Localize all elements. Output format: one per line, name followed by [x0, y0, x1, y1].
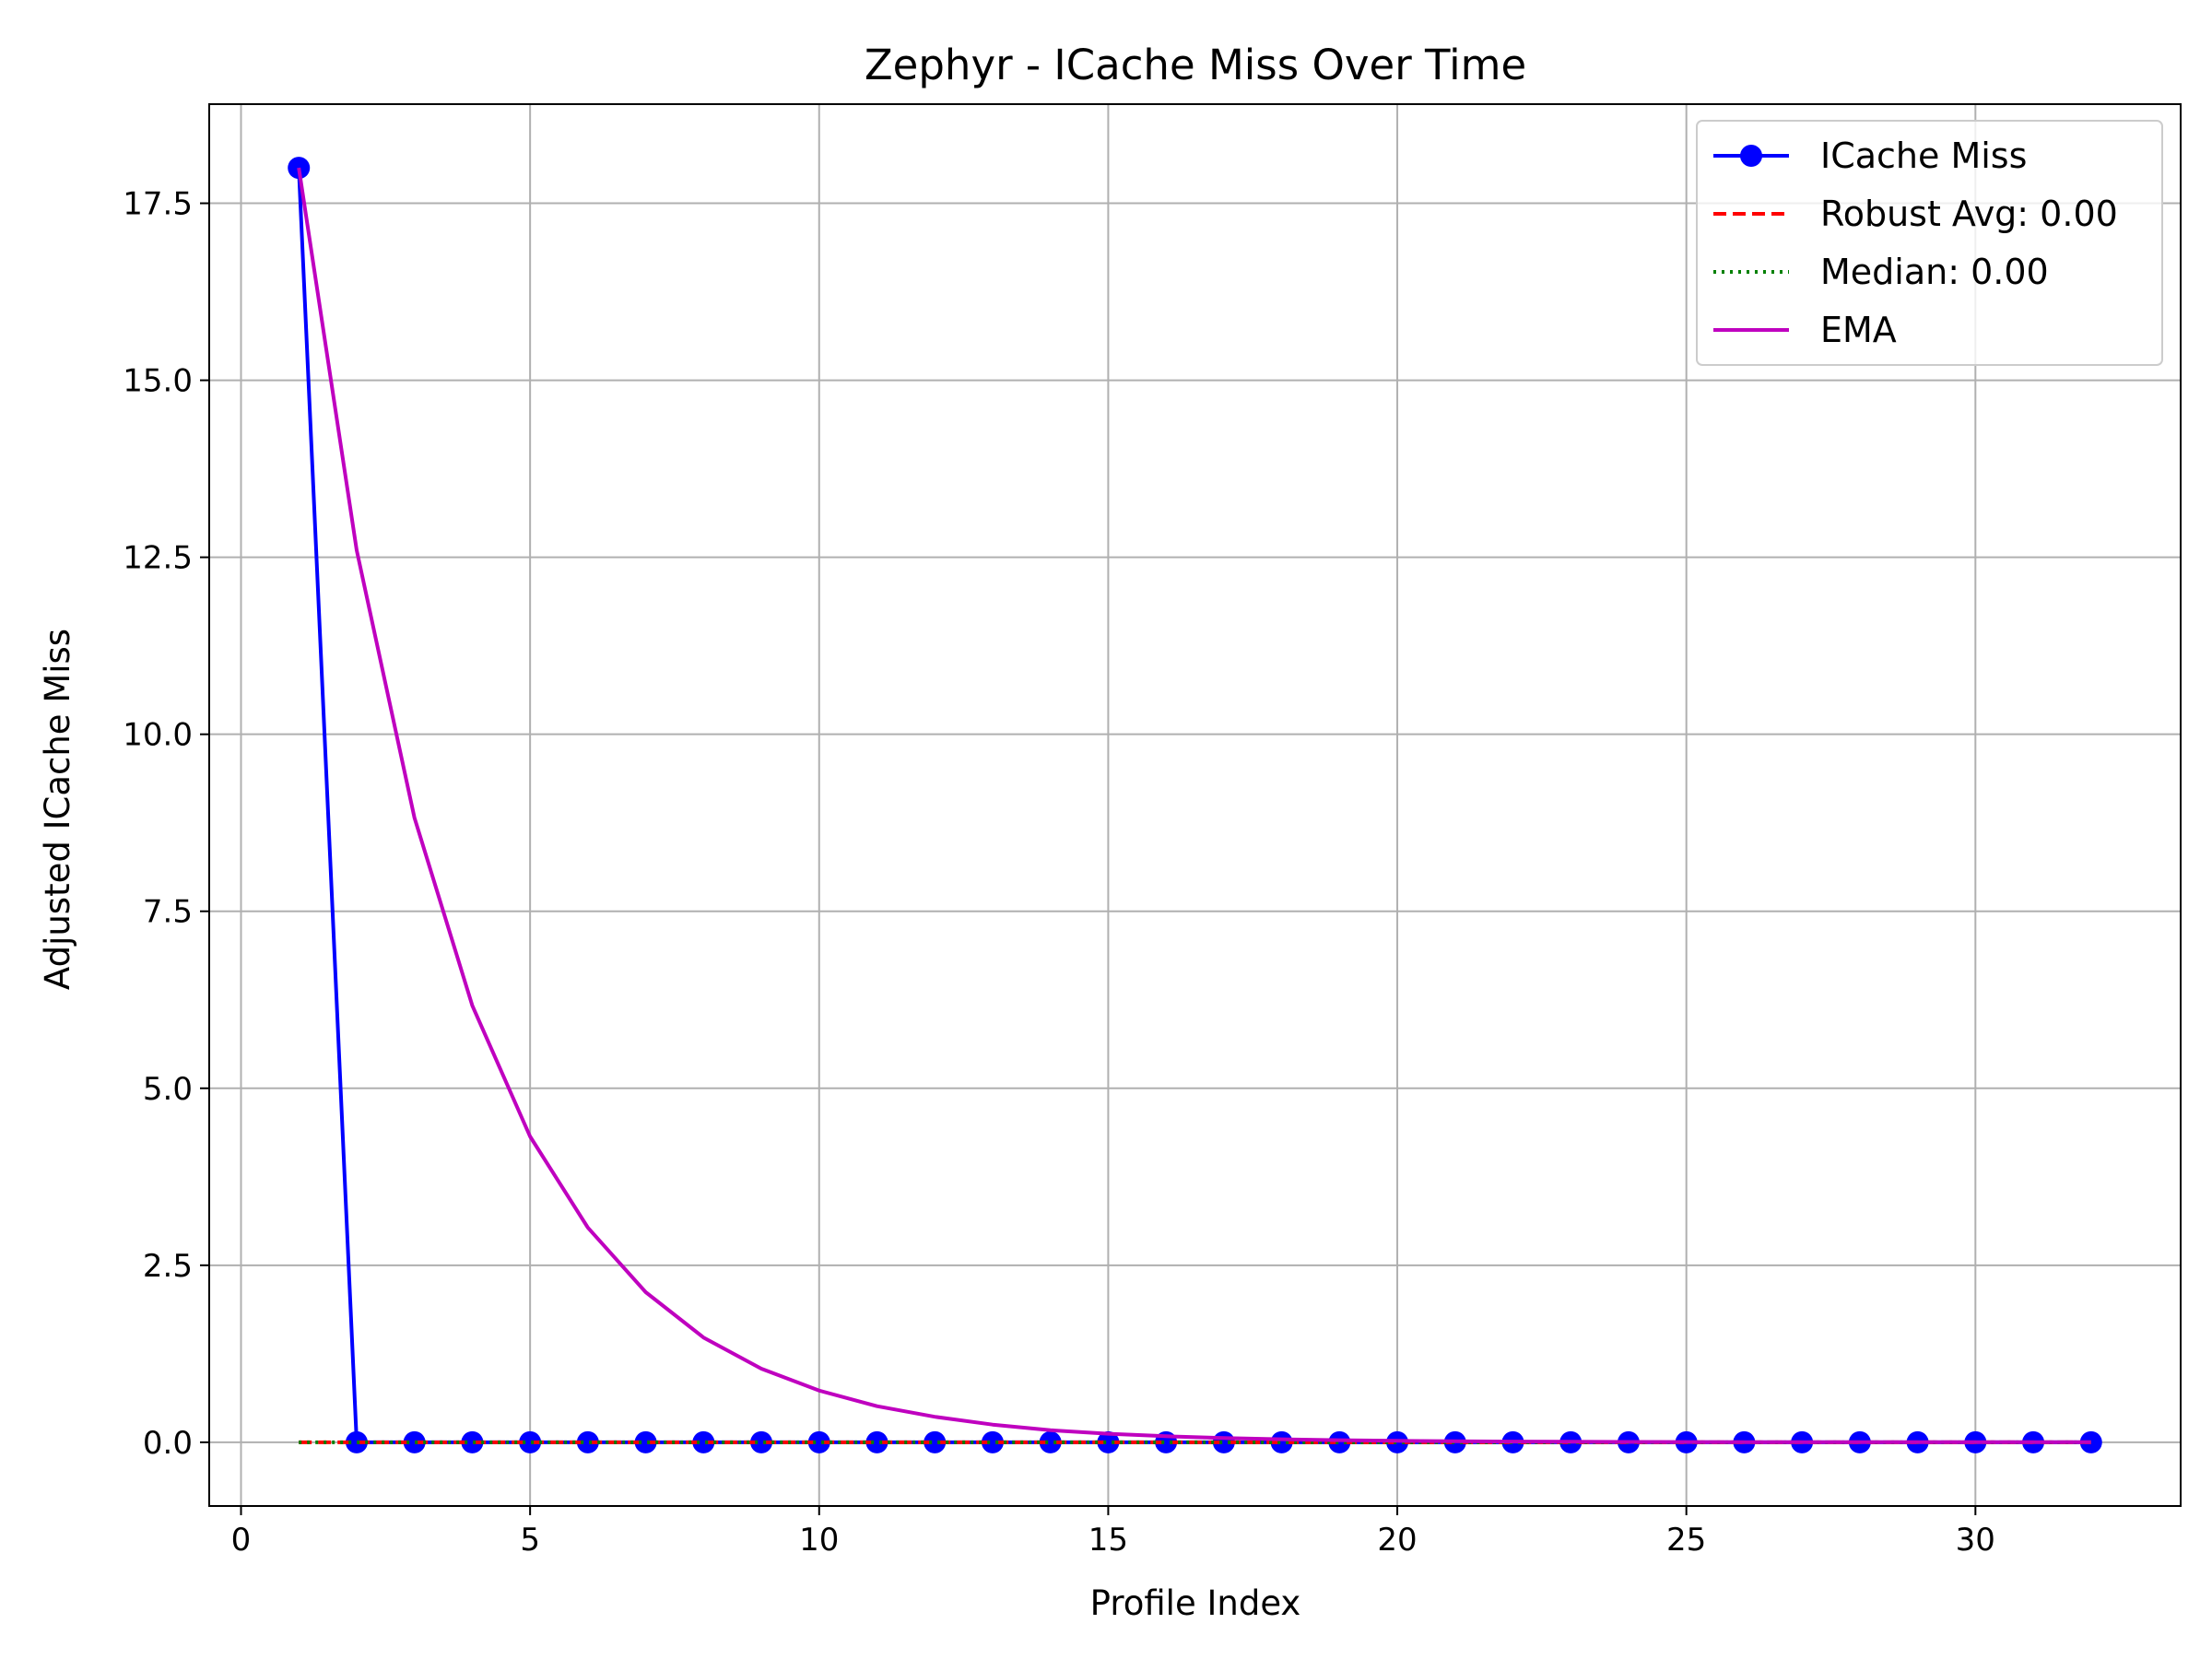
y-tick-label: 7.5 — [143, 894, 193, 931]
data-point — [692, 1430, 715, 1453]
data-point — [924, 1430, 947, 1453]
legend-label: EMA — [1820, 310, 1897, 350]
data-point — [981, 1430, 1004, 1453]
legend-box — [1696, 120, 2163, 366]
chart-title: Zephyr - ICache Miss Over Time — [865, 41, 1526, 89]
y-tick-label: 17.5 — [123, 186, 193, 223]
y-tick-label: 15.0 — [123, 363, 193, 400]
x-axis-title: Profile Index — [1090, 1583, 1301, 1623]
data-point — [403, 1430, 426, 1453]
data-point — [1328, 1430, 1351, 1453]
x-tick-label: 20 — [1377, 1522, 1417, 1559]
x-tick-label: 0 — [231, 1522, 252, 1559]
y-tick-label: 2.5 — [143, 1248, 193, 1285]
data-point — [1097, 1430, 1120, 1453]
data-point — [634, 1430, 657, 1453]
series-3 — [297, 167, 2091, 1444]
x-tick-label: 5 — [520, 1522, 540, 1559]
x-tick-label: 10 — [799, 1522, 839, 1559]
plot-frame — [208, 103, 2182, 1507]
data-point — [1039, 1430, 1062, 1453]
ticks: 0 5 10 15 20 25 30 0.0 2.5 5.0 7.5 10.0 12.5 15.0 17.5 — [123, 186, 1995, 1559]
data-point — [807, 1430, 830, 1453]
y-tick-label: 12.5 — [123, 540, 193, 577]
y-tick-label: 10.0 — [123, 717, 193, 754]
x-tick-label: 30 — [1956, 1522, 1995, 1559]
data-point — [750, 1430, 773, 1453]
y-tick-label: 0.0 — [143, 1425, 193, 1462]
legend-label: Median: 0.00 — [1820, 252, 2049, 292]
data-point — [519, 1430, 542, 1453]
legend: ICache Miss Robust Avg: 0.00 Median: 0.00 E… — [1696, 120, 2163, 366]
data-point — [345, 1430, 368, 1453]
data-point — [461, 1430, 484, 1453]
y-axis-title: Adjusted ICache Miss — [38, 629, 77, 990]
legend-marker — [1740, 145, 1762, 167]
data-point — [1270, 1430, 1293, 1453]
data-point — [865, 1430, 888, 1453]
x-tick-label: 25 — [1666, 1522, 1706, 1559]
x-tick-label: 15 — [1088, 1522, 1128, 1559]
series-line — [297, 167, 2091, 1444]
y-tick-label: 5.0 — [143, 1071, 193, 1108]
data-point — [576, 1430, 599, 1453]
legend-label: Robust Avg: 0.00 — [1820, 194, 2118, 234]
legend-label: ICache Miss — [1820, 135, 2027, 176]
series-layer — [288, 157, 2102, 1453]
